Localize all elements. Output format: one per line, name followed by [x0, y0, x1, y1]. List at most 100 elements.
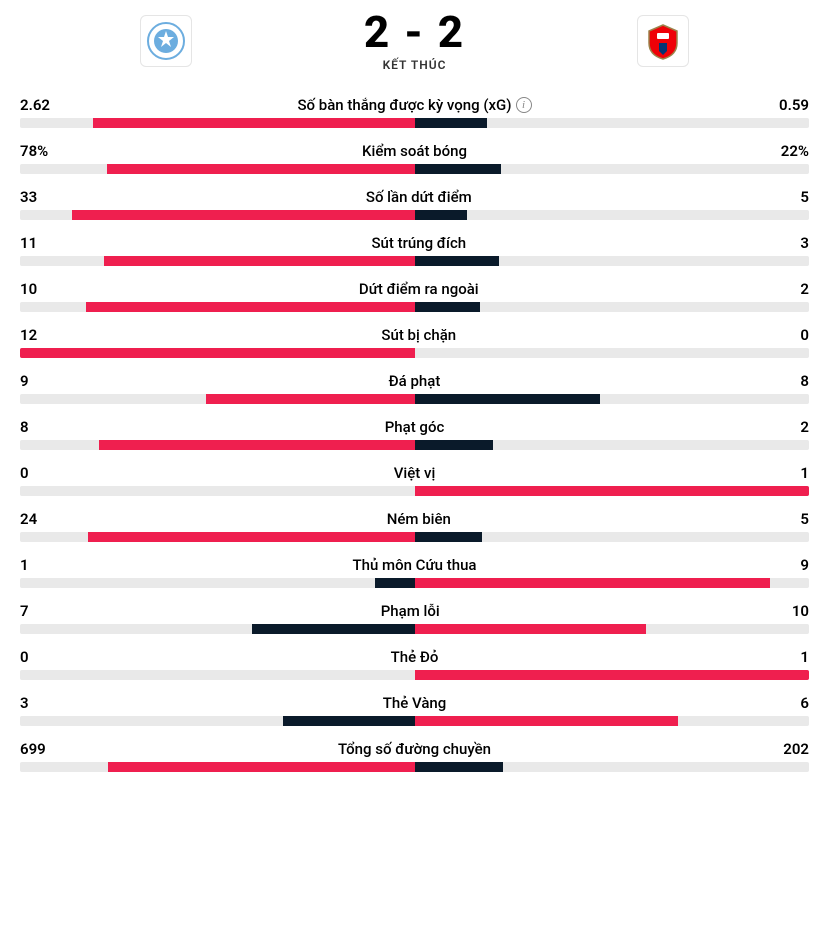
stat-label: Dứt điểm ra ngoài [37, 280, 800, 298]
info-icon[interactable]: i [516, 97, 532, 113]
stat-labels: 33Số lần dứt điểm5 [20, 188, 809, 206]
stat-bar-home [375, 578, 414, 588]
stat-bar-away [415, 256, 499, 266]
stat-bar-track [20, 578, 809, 588]
stat-away-value: 9 [800, 556, 809, 574]
home-score: 2 [364, 6, 391, 58]
stat-bar-home [283, 716, 414, 726]
stat-away-value: 8 [800, 372, 809, 390]
score-line: 2 - 2 [364, 10, 465, 54]
stat-home-value: 7 [20, 602, 29, 620]
stat-label: Thẻ Vàng [29, 694, 801, 712]
score-separator: - [404, 6, 425, 58]
stat-bar-away [415, 118, 488, 128]
stat-row: 12Sút bị chặn0 [20, 326, 809, 358]
stat-row: 3Thẻ Vàng6 [20, 694, 809, 726]
stat-bar-home [206, 394, 415, 404]
stat-bar-track [20, 210, 809, 220]
stat-bar-home [20, 348, 415, 358]
stat-labels: 11Sút trúng đích3 [20, 234, 809, 252]
stat-bar-away [415, 716, 678, 726]
stat-away-value: 10 [792, 602, 809, 620]
stat-labels: 12Sút bị chặn0 [20, 326, 809, 344]
stat-away-value: 0.59 [779, 96, 809, 114]
stat-labels: 8Phạt góc2 [20, 418, 809, 436]
stat-label: Sút bị chặn [37, 326, 800, 344]
stat-labels: 9Đá phạt8 [20, 372, 809, 390]
stat-home-value: 0 [20, 648, 29, 666]
stat-row: 24Ném biên5 [20, 510, 809, 542]
stat-labels: 24Ném biên5 [20, 510, 809, 528]
away-score: 2 [438, 6, 465, 58]
stat-away-value: 202 [783, 740, 809, 758]
stat-home-value: 10 [20, 280, 37, 298]
stat-row: 10Dứt điểm ra ngoài2 [20, 280, 809, 312]
stat-bar-away [415, 532, 483, 542]
stat-away-value: 5 [800, 188, 809, 206]
stat-bar-track [20, 302, 809, 312]
stat-home-value: 12 [20, 326, 37, 344]
stat-home-value: 2.62 [20, 96, 50, 114]
stat-label: Đá phạt [29, 372, 801, 390]
stat-bar-away [415, 762, 503, 772]
stat-away-value: 0 [800, 326, 809, 344]
stat-bar-track [20, 762, 809, 772]
stat-labels: 3Thẻ Vàng6 [20, 694, 809, 712]
home-team-crest [140, 15, 192, 67]
stat-row: 2.62Số bàn thắng được kỳ vọng (xG)i0.59 [20, 96, 809, 128]
stat-bar-track [20, 486, 809, 496]
stat-bar-track [20, 118, 809, 128]
stat-away-value: 1 [800, 464, 809, 482]
stat-row: 0Việt vị1 [20, 464, 809, 496]
stats-container: 2.62Số bàn thắng được kỳ vọng (xG)i0.59 7… [20, 96, 809, 772]
stat-row: 7Phạm lỗi10 [20, 602, 809, 634]
stat-bar-track [20, 624, 809, 634]
stat-home-value: 9 [20, 372, 29, 390]
stat-label: Việt vị [29, 464, 801, 482]
stat-away-value: 5 [800, 510, 809, 528]
stat-labels: 1Thủ môn Cứu thua9 [20, 556, 809, 574]
stat-away-value: 6 [800, 694, 809, 712]
stat-bar-track [20, 394, 809, 404]
stat-labels: 0Thẻ Đỏ1 [20, 648, 809, 666]
stat-bar-away [415, 486, 810, 496]
stat-away-value: 3 [800, 234, 809, 252]
stat-row: 8Phạt góc2 [20, 418, 809, 450]
stat-label: Số bàn thắng được kỳ vọng (xG)i [50, 96, 779, 114]
stat-row: 33Số lần dứt điểm5 [20, 188, 809, 220]
stat-bar-track [20, 348, 809, 358]
stat-home-value: 1 [20, 556, 29, 574]
stat-bar-track [20, 256, 809, 266]
stat-label: Phạm lỗi [29, 602, 792, 620]
stat-away-value: 1 [800, 648, 809, 666]
stat-labels: 0Việt vị1 [20, 464, 809, 482]
stat-row: 0Thẻ Đỏ1 [20, 648, 809, 680]
stat-labels: 699Tổng số đường chuyền202 [20, 740, 809, 758]
stat-bar-away [415, 210, 467, 220]
stat-label: Kiểm soát bóng [48, 142, 781, 160]
stat-bar-home [252, 624, 415, 634]
stat-bar-home [86, 302, 415, 312]
stat-bar-home [104, 256, 414, 266]
stat-bar-away [415, 624, 647, 634]
arsenal-crest-icon [643, 21, 683, 61]
stat-home-value: 11 [20, 234, 37, 252]
stat-bar-home [107, 164, 415, 174]
stat-bar-track [20, 670, 809, 680]
stat-label: Tổng số đường chuyền [46, 740, 784, 758]
stat-bar-home [93, 118, 415, 128]
away-team-crest [637, 15, 689, 67]
stat-row: 1Thủ môn Cứu thua9 [20, 556, 809, 588]
mancity-crest-icon [146, 21, 186, 61]
stat-home-value: 78% [20, 142, 48, 160]
match-status: KẾT THÚC [383, 58, 447, 72]
stat-bar-away [415, 578, 770, 588]
stat-bar-home [88, 532, 415, 542]
stat-row: 11Sút trúng đích3 [20, 234, 809, 266]
stat-row: 9Đá phạt8 [20, 372, 809, 404]
stat-label: Thủ môn Cứu thua [29, 556, 801, 574]
stat-home-value: 8 [20, 418, 29, 436]
stat-bar-home [72, 210, 414, 220]
stat-home-value: 24 [20, 510, 37, 528]
stat-away-value: 2 [800, 418, 809, 436]
